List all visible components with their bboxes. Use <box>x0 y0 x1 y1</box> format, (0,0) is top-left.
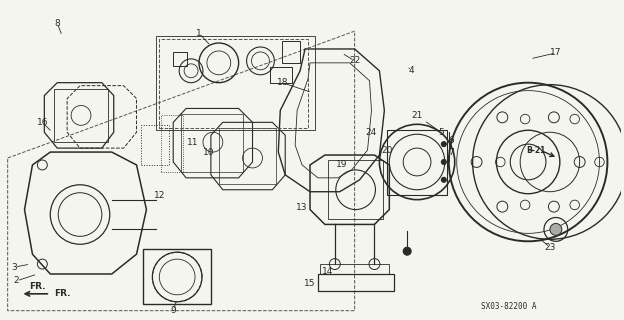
Circle shape <box>441 159 446 164</box>
Text: B-21: B-21 <box>527 146 546 155</box>
Text: 9: 9 <box>170 306 176 315</box>
Bar <box>328 160 383 220</box>
Text: 13: 13 <box>296 203 308 212</box>
Text: 2: 2 <box>14 276 19 285</box>
Text: 4: 4 <box>408 66 414 75</box>
Bar <box>282 41 300 63</box>
Bar <box>320 264 389 274</box>
Text: 18: 18 <box>276 78 288 87</box>
Text: SX03-82200 A: SX03-82200 A <box>480 302 536 311</box>
Text: 21: 21 <box>411 111 423 120</box>
Text: 23: 23 <box>544 243 555 252</box>
Text: 11: 11 <box>187 138 199 147</box>
Text: 8: 8 <box>54 19 60 28</box>
Bar <box>144 249 211 304</box>
Text: FR.: FR. <box>29 282 46 292</box>
Text: 10: 10 <box>203 148 215 156</box>
Text: 15: 15 <box>305 279 316 288</box>
Circle shape <box>403 247 411 255</box>
Text: 17: 17 <box>550 48 562 57</box>
Circle shape <box>550 223 562 235</box>
Bar <box>157 36 315 130</box>
Circle shape <box>441 177 446 182</box>
Text: 1: 1 <box>196 28 202 38</box>
Text: 22: 22 <box>349 56 360 65</box>
Bar <box>219 128 276 184</box>
Text: 12: 12 <box>154 191 165 200</box>
Text: 20: 20 <box>382 146 393 155</box>
Bar <box>181 114 243 172</box>
Text: 16: 16 <box>37 118 48 127</box>
Bar <box>270 67 292 83</box>
Text: 24: 24 <box>366 128 377 137</box>
Bar <box>173 52 187 66</box>
Text: 5: 5 <box>438 128 444 137</box>
Text: 6: 6 <box>448 136 454 145</box>
Text: FR.: FR. <box>54 289 71 298</box>
Text: 19: 19 <box>336 160 348 170</box>
Circle shape <box>441 142 446 147</box>
Bar <box>54 89 108 142</box>
Text: 7: 7 <box>448 148 454 156</box>
Text: 14: 14 <box>322 267 334 276</box>
Bar <box>159 39 308 128</box>
Bar <box>388 130 447 195</box>
Text: 3: 3 <box>12 263 17 272</box>
